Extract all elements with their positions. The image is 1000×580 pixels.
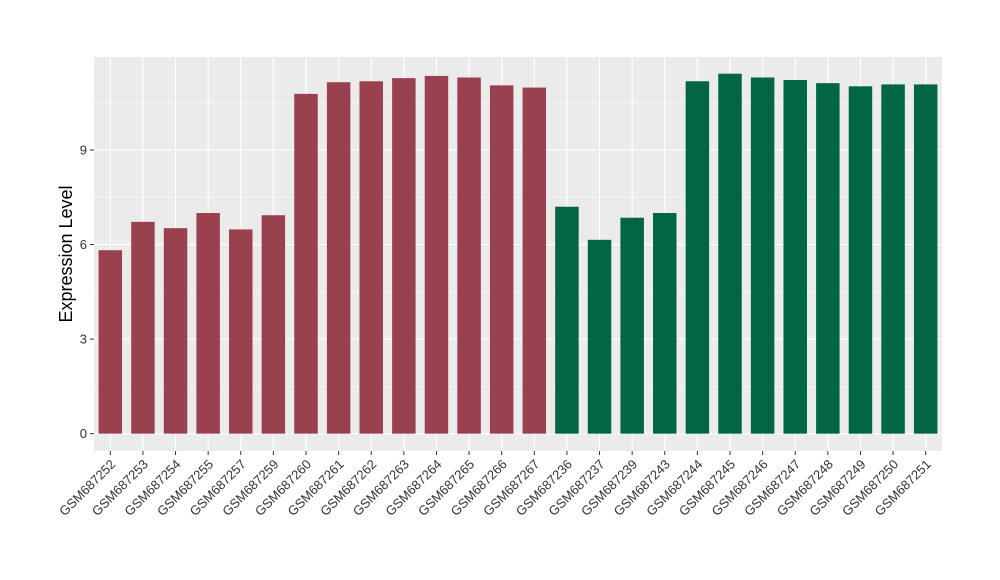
bar-GSM687261 [326,82,351,434]
bar-GSM687257 [229,229,253,434]
bar-GSM687248 [816,83,840,434]
bar-GSM687236 [555,206,579,434]
y-tick-label: 9 [80,142,87,157]
bar-GSM687247 [783,80,807,434]
plot-panel [94,57,942,451]
bar-GSM687266 [489,85,514,434]
bar-GSM687243 [653,213,677,434]
bar-GSM687239 [620,217,644,434]
bar-GSM687245 [718,73,742,434]
y-axis-title: Expression Level [56,185,76,322]
bar-GSM687260 [294,93,318,434]
bars [98,73,938,434]
bar-GSM687264 [424,75,449,434]
y-tick-label: 0 [80,426,87,441]
bar-GSM687255 [196,213,220,434]
bar-GSM687263 [392,78,416,434]
bar-GSM687267 [522,87,547,434]
bar-GSM687253 [131,221,155,434]
y-tick-label: 6 [80,237,87,252]
bar-GSM687244 [685,81,710,434]
bar-GSM687262 [359,81,383,434]
bar-GSM687250 [881,84,905,434]
x-axis: GSM687252GSM687253GSM687254GSM687255GSM6… [56,451,934,519]
bar-GSM687254 [163,228,188,434]
bar-GSM687246 [750,77,775,434]
y-tick-label: 3 [80,332,87,347]
bar-GSM687249 [848,86,873,434]
bar-GSM687265 [457,77,481,434]
y-axis: 0 3 6 9 [80,142,94,441]
bar-GSM687252 [98,250,123,434]
bar-GSM687237 [587,239,612,434]
bar-GSM687259 [261,215,286,434]
bar-GSM687251 [913,84,938,434]
